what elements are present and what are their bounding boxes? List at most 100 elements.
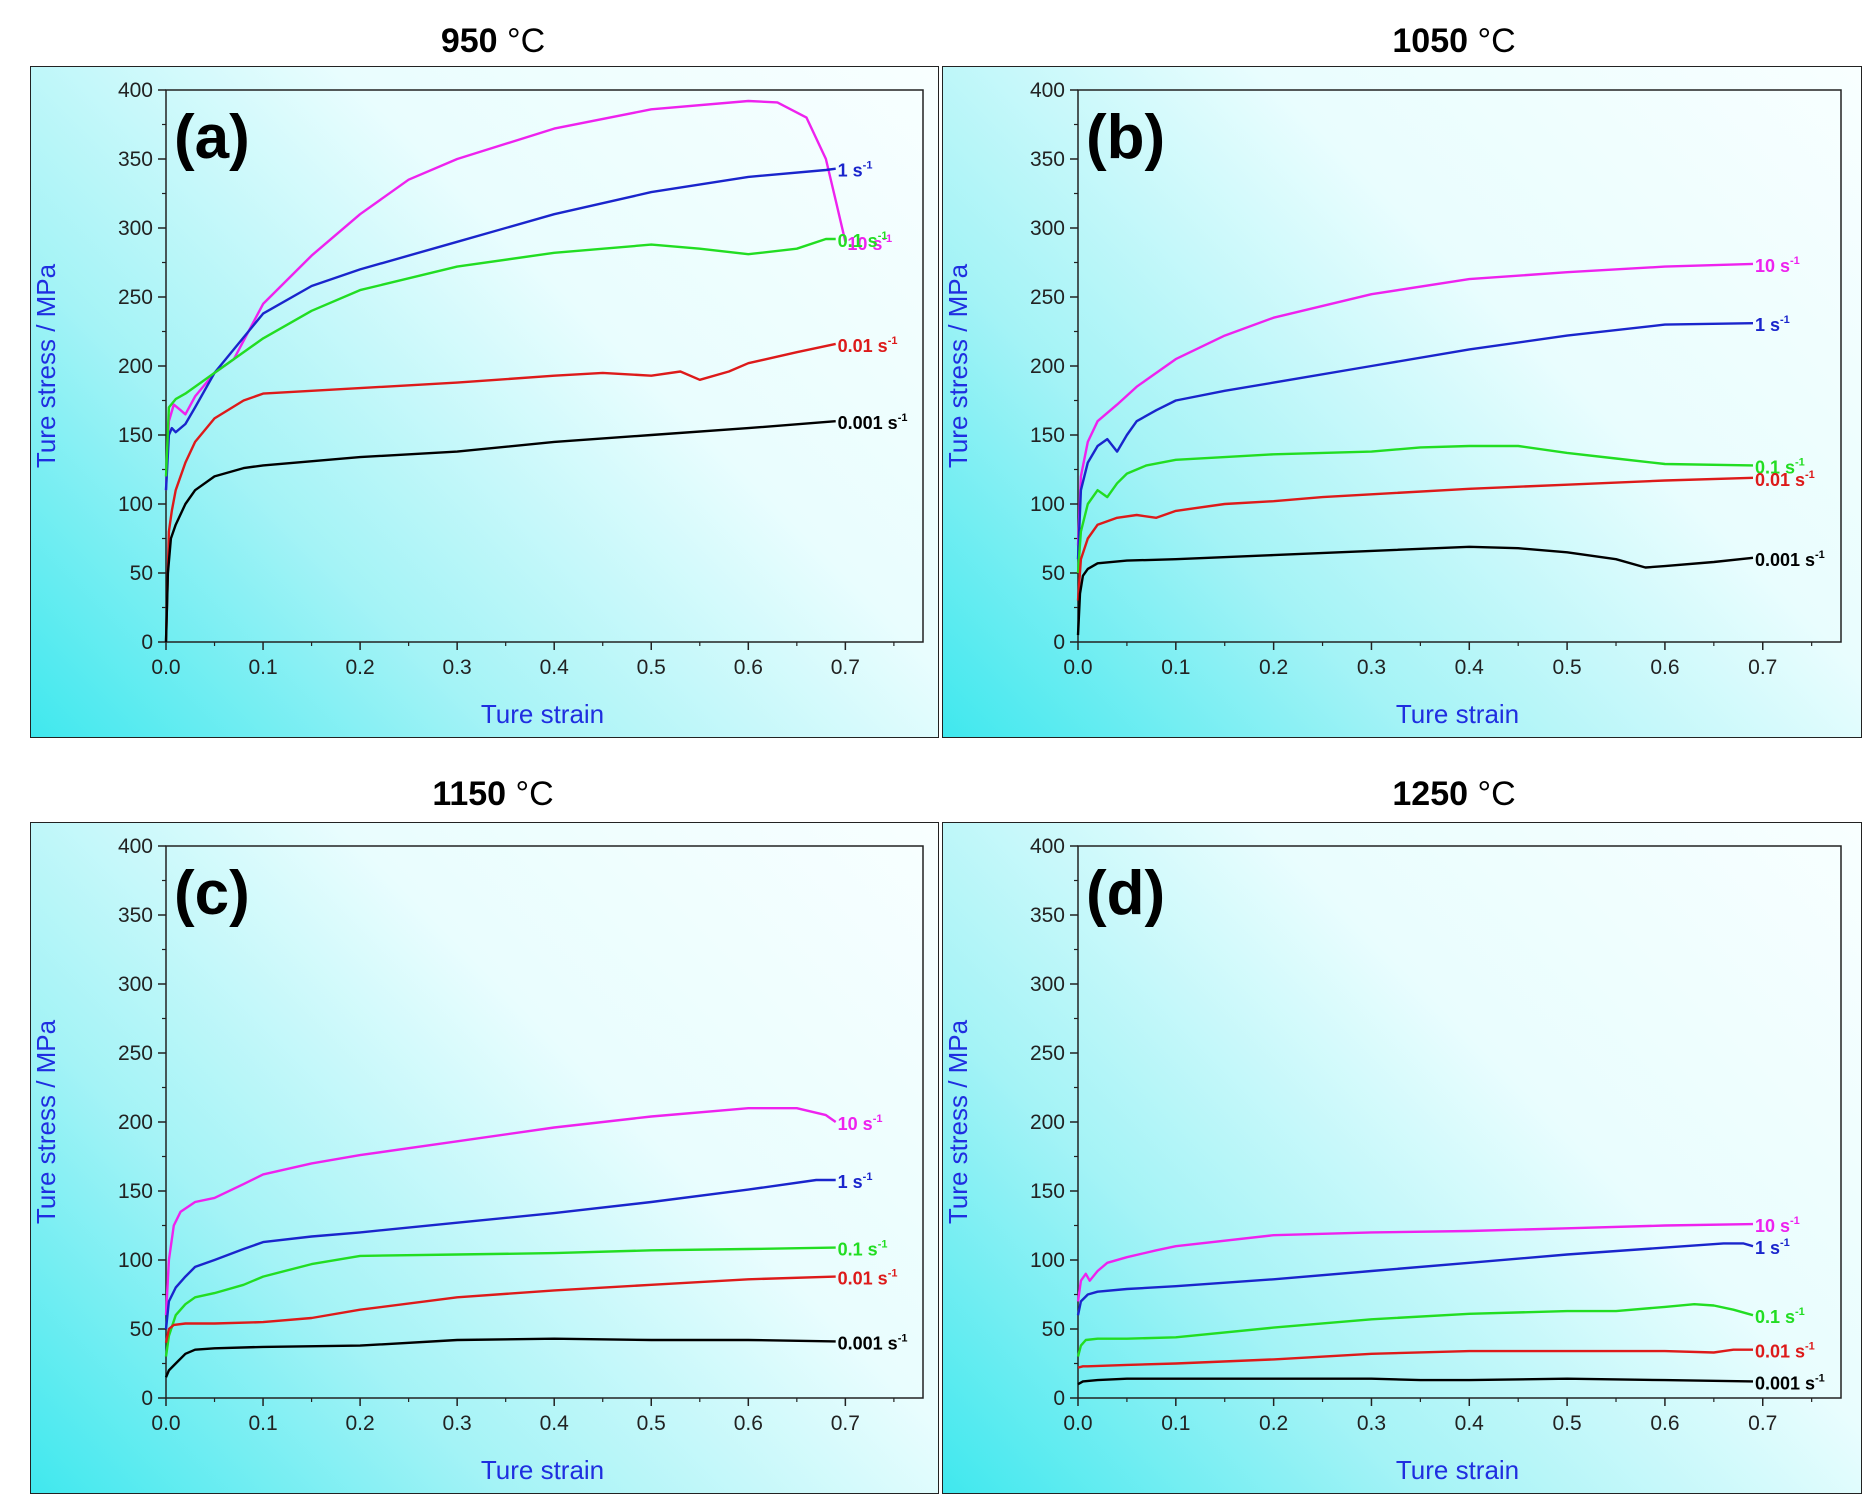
y-tick-label: 400 bbox=[1030, 835, 1065, 858]
series-label-exponent: -1 bbox=[1805, 469, 1815, 481]
x-tick-label: 0.4 bbox=[1455, 656, 1485, 679]
y-tick-label: 200 bbox=[118, 1111, 153, 1134]
y-tick-label: 100 bbox=[118, 1249, 153, 1272]
panel-label: (d) bbox=[1086, 859, 1165, 928]
series-label-rate: 10 s bbox=[847, 234, 882, 254]
y-axis-label: Ture stress / MPa bbox=[943, 1019, 973, 1224]
series-label-exponent: -1 bbox=[1780, 314, 1790, 326]
series-label-exponent: -1 bbox=[1805, 1341, 1815, 1353]
series-label: 0.001 s-1 bbox=[1755, 549, 1825, 570]
x-tick-label: 0.1 bbox=[1161, 656, 1190, 679]
series-label: 1 s-1 bbox=[1755, 1237, 1790, 1258]
x-tick-label: 0.3 bbox=[1357, 656, 1386, 679]
x-tick-label: 0.6 bbox=[734, 656, 763, 679]
x-tick-label: 0.0 bbox=[151, 1412, 180, 1435]
series-label-exponent: -1 bbox=[1815, 1372, 1825, 1384]
chart-svg: 0 50 100 150 200 250 300 350 400 0.0 0.1 0.2 0.3 0.4 0… bbox=[31, 79, 924, 729]
series-line bbox=[164, 342, 836, 643]
x-tick-label: 0.0 bbox=[151, 656, 180, 679]
x-tick-label: 0.2 bbox=[1259, 1412, 1288, 1435]
y-tick-label: 50 bbox=[1042, 562, 1065, 585]
series-label-exponent: -1 bbox=[898, 412, 908, 424]
panel-label: (c) bbox=[174, 859, 250, 928]
temperature-unit: °C bbox=[507, 22, 546, 60]
series-label-rate: 0.01 s bbox=[838, 336, 888, 356]
series-label-exponent: -1 bbox=[1780, 1237, 1790, 1249]
series-line bbox=[164, 237, 836, 477]
y-tick-label: 50 bbox=[130, 1318, 153, 1341]
series-label-exponent: -1 bbox=[1815, 549, 1825, 561]
y-tick-label: 0 bbox=[141, 1387, 153, 1410]
series-label-rate: 10 s bbox=[838, 1114, 873, 1134]
series-line bbox=[1077, 1348, 1753, 1369]
y-tick-label: 200 bbox=[1030, 355, 1065, 378]
series-label-rate: 0.1 s bbox=[838, 231, 878, 251]
temperature-unit: °C bbox=[1477, 775, 1516, 813]
series-label: 0.1 s-1 bbox=[838, 230, 888, 251]
series-label: 10 s-1 bbox=[838, 1113, 883, 1134]
y-tick-label: 150 bbox=[1030, 424, 1065, 447]
series-label-rate: 0.01 s bbox=[838, 1269, 888, 1289]
series-label-rate: 0.1 s bbox=[1755, 1307, 1795, 1327]
x-tick-label: 0.6 bbox=[734, 1412, 763, 1435]
series-line bbox=[1076, 1242, 1754, 1316]
x-tick-label: 0.5 bbox=[1553, 656, 1582, 679]
series-line bbox=[1076, 444, 1754, 574]
series-label: 0.01 s-1 bbox=[838, 1268, 898, 1289]
series-label-rate: 0.1 s bbox=[1755, 457, 1795, 477]
series-label: 0.001 s-1 bbox=[838, 1332, 908, 1353]
temperature-value: 1050 bbox=[1392, 22, 1469, 60]
series-label: 1 s-1 bbox=[838, 160, 873, 181]
y-tick-label: 50 bbox=[1042, 1318, 1065, 1341]
x-tick-label: 0.5 bbox=[637, 1412, 666, 1435]
series-label-exponent: -1 bbox=[1795, 1306, 1805, 1318]
series-label-exponent: -1 bbox=[863, 160, 873, 172]
x-tick-label: 0.2 bbox=[346, 656, 375, 679]
x-tick-label: 0.1 bbox=[248, 1412, 277, 1435]
series-label: 0.1 s-1 bbox=[838, 1239, 888, 1260]
x-tick-label: 0.7 bbox=[831, 656, 860, 679]
series-line bbox=[164, 167, 836, 491]
chart-svg: 0 50 100 150 200 250 300 350 400 0.0 0.1 0.2 0.3 0.4 0… bbox=[943, 79, 1842, 729]
series-label-rate: 0.01 s bbox=[1755, 1342, 1805, 1362]
series-line bbox=[164, 420, 836, 643]
y-tick-label: 300 bbox=[1030, 973, 1065, 996]
x-tick-label: 0.3 bbox=[1357, 1412, 1386, 1435]
y-tick-label: 300 bbox=[118, 973, 153, 996]
series-line bbox=[164, 1337, 836, 1378]
x-tick-label: 0.6 bbox=[1650, 656, 1679, 679]
x-tick-label: 0.2 bbox=[346, 1412, 375, 1435]
series-label-rate: 0.001 s bbox=[838, 1333, 898, 1353]
chart-panel-d: 0 50 100 150 200 250 300 350 400 0.0 0.1 0.2 0.3 0.4 0… bbox=[942, 822, 1862, 1494]
y-tick-label: 150 bbox=[1030, 1180, 1065, 1203]
series-label-rate: 10 s bbox=[1755, 1216, 1790, 1236]
y-tick-label: 350 bbox=[118, 904, 153, 927]
series-label-rate: 0.01 s bbox=[1755, 470, 1805, 490]
chart-panel-a: 0 50 100 150 200 250 300 350 400 0.0 0.1 0.2 0.3 0.4 0… bbox=[30, 66, 939, 738]
series-label-rate: 1 s bbox=[1755, 315, 1780, 335]
series-label: 0.1 s-1 bbox=[1755, 1306, 1805, 1327]
x-axis-label: Ture strain bbox=[481, 1455, 604, 1485]
y-tick-label: 150 bbox=[118, 424, 153, 447]
panel-title-d: 1250 °C bbox=[1254, 775, 1654, 814]
y-axis-label: Ture stress / MPa bbox=[943, 263, 973, 468]
x-tick-label: 0.3 bbox=[443, 1412, 472, 1435]
series-label: 1 s-1 bbox=[1755, 314, 1790, 335]
x-tick-label: 0.6 bbox=[1650, 1412, 1679, 1435]
x-tick-label: 0.4 bbox=[1455, 1412, 1485, 1435]
series-label-rate: 1 s bbox=[838, 161, 863, 181]
series-label: 0.001 s-1 bbox=[1755, 1372, 1825, 1393]
series-line bbox=[1076, 322, 1754, 560]
series-label-exponent: -1 bbox=[898, 1332, 908, 1344]
x-axis-label: Ture strain bbox=[1396, 699, 1519, 729]
series-label-exponent: -1 bbox=[878, 230, 888, 242]
series-label: 10 s-1 bbox=[1755, 1215, 1800, 1236]
chart-svg: 0 50 100 150 200 250 300 350 400 0.0 0.1 0.2 0.3 0.4 0… bbox=[943, 835, 1842, 1485]
chart-panel-c: 0 50 100 150 200 250 300 350 400 0.0 0.1 0.2 0.3 0.4 0… bbox=[30, 822, 939, 1494]
y-tick-label: 100 bbox=[1030, 493, 1065, 516]
y-tick-label: 400 bbox=[118, 835, 153, 858]
series-line bbox=[164, 1178, 836, 1330]
y-tick-label: 350 bbox=[1030, 148, 1065, 171]
temperature-value: 1250 bbox=[1392, 775, 1469, 813]
series-label: 0.01 s-1 bbox=[838, 335, 898, 356]
